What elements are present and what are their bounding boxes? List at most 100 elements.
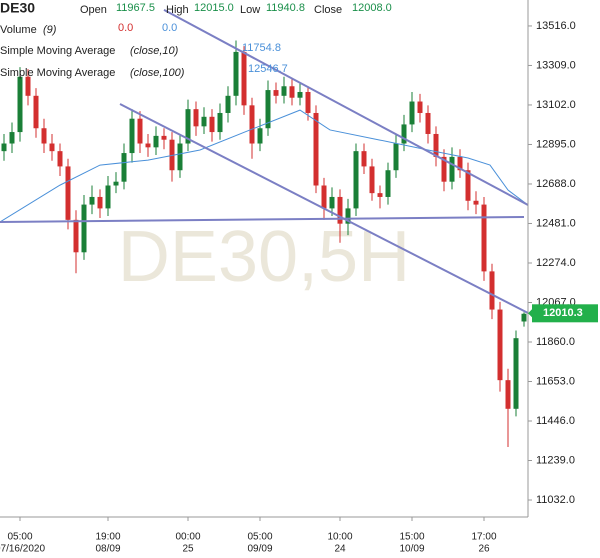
x-tick-label: 19:00 — [95, 532, 120, 543]
candle-body — [73, 219, 79, 253]
x-tick-label: 00:00 — [175, 532, 200, 543]
candle-body — [137, 118, 143, 144]
candle-body — [249, 105, 255, 144]
candle-body — [297, 91, 303, 98]
y-tick-label: 12274.0 — [536, 257, 576, 269]
candle-body — [449, 156, 455, 182]
y-tick-label: 11032.0 — [536, 494, 575, 506]
candle-body — [33, 95, 39, 129]
high-value: 12015.0 — [194, 2, 234, 14]
candle-body — [161, 135, 167, 140]
candle-body — [241, 51, 247, 106]
candle-body — [9, 132, 15, 144]
sma-line — [0, 109, 529, 223]
candle-body — [177, 143, 183, 171]
candle-body — [81, 204, 87, 253]
candle-body — [89, 196, 95, 205]
y-tick-label: 12481.0 — [536, 217, 576, 229]
candle-body — [433, 133, 439, 157]
candle-body — [425, 112, 431, 134]
indicator-params: (close,10) — [130, 45, 179, 57]
y-tick-label: 11860.0 — [536, 336, 575, 348]
candle-body — [65, 166, 71, 220]
last-price-box — [532, 304, 598, 323]
candle-body — [257, 128, 263, 144]
x-tick-date: 08/09 — [95, 544, 120, 555]
y-tick-label: 13516.0 — [536, 20, 576, 32]
candle-body — [145, 143, 151, 148]
candle-body — [377, 193, 383, 197]
candle-body — [321, 185, 327, 209]
x-tick-date: 09/09 — [247, 544, 272, 555]
x-tick-label: 05:00 — [247, 532, 272, 543]
y-tick-label: 11653.0 — [536, 375, 575, 387]
candle-body — [121, 153, 127, 182]
indicator-value: 11754.8 — [242, 42, 281, 54]
x-tick-date: 26 — [478, 544, 490, 555]
low-value: 11940.8 — [266, 2, 305, 14]
candle-body — [201, 116, 207, 127]
indicator-name: Volume — [0, 24, 37, 36]
x-tick-label: 10:00 — [327, 532, 352, 543]
candle-body — [209, 116, 215, 133]
candle-body — [465, 170, 471, 201]
candle-body — [289, 86, 295, 98]
open-label: Open — [80, 4, 107, 16]
candle-body — [153, 135, 159, 148]
indicator-name: Simple Moving Average — [0, 45, 115, 57]
y-tick-label: 12895.0 — [536, 138, 576, 150]
y-tick-label: 11239.0 — [536, 454, 575, 466]
candle-body — [489, 271, 495, 310]
candle-body — [217, 112, 223, 133]
candle-body — [113, 181, 119, 186]
close-value: 12008.0 — [352, 2, 392, 14]
candle-body — [1, 143, 7, 152]
candle-body — [345, 208, 351, 224]
candle-body — [225, 95, 231, 113]
candle-body — [441, 156, 447, 182]
candle-body — [305, 91, 311, 113]
indicator-name: Simple Moving Average — [0, 67, 115, 79]
trend-line — [163, 9, 529, 206]
x-tick-date: 10/09 — [399, 544, 424, 555]
candle-body — [505, 380, 511, 409]
candle-body — [417, 101, 423, 113]
x-tick-date: 25 — [182, 544, 194, 555]
candle-body — [193, 109, 199, 127]
last-price-label: 12010.3 — [543, 307, 583, 319]
plot-area — [0, 9, 529, 447]
indicator-value: 0.0 — [118, 22, 133, 34]
y-tick-label: 11446.0 — [536, 415, 575, 427]
x-tick-label: 17:00 — [471, 532, 496, 543]
x-tick-label: 15:00 — [399, 532, 424, 543]
candle-body — [25, 76, 31, 96]
candle-body — [265, 90, 271, 129]
candle-body — [513, 338, 519, 409]
candle-body — [521, 313, 527, 322]
x-tick-date: 07/16/2020 — [0, 544, 45, 555]
indicator-params: (close,100) — [130, 67, 185, 79]
indicator-params: (9) — [43, 24, 57, 36]
y-tick-label: 13309.0 — [536, 59, 576, 71]
candle-body — [337, 196, 343, 224]
watermark: DE30,5H — [118, 217, 410, 297]
candle-body — [497, 309, 503, 381]
y-tick-label: 12688.0 — [536, 178, 576, 190]
high-label: High — [166, 4, 189, 16]
candle-body — [481, 204, 487, 272]
y-tick-label: 13102.0 — [536, 99, 576, 111]
indicator-value: 12546.7 — [248, 63, 288, 75]
close-label: Close — [314, 4, 342, 16]
candle-body — [457, 156, 463, 171]
last-price-pointer — [528, 308, 533, 319]
candle-body — [129, 118, 135, 154]
candle-body — [17, 76, 23, 133]
trend-line — [119, 103, 529, 314]
indicator-value: 0.0 — [162, 22, 177, 34]
candle-body — [393, 143, 399, 171]
candle-body — [281, 86, 287, 96]
candle-body — [57, 151, 63, 167]
candle-body — [353, 151, 359, 209]
candle-body — [361, 151, 367, 167]
